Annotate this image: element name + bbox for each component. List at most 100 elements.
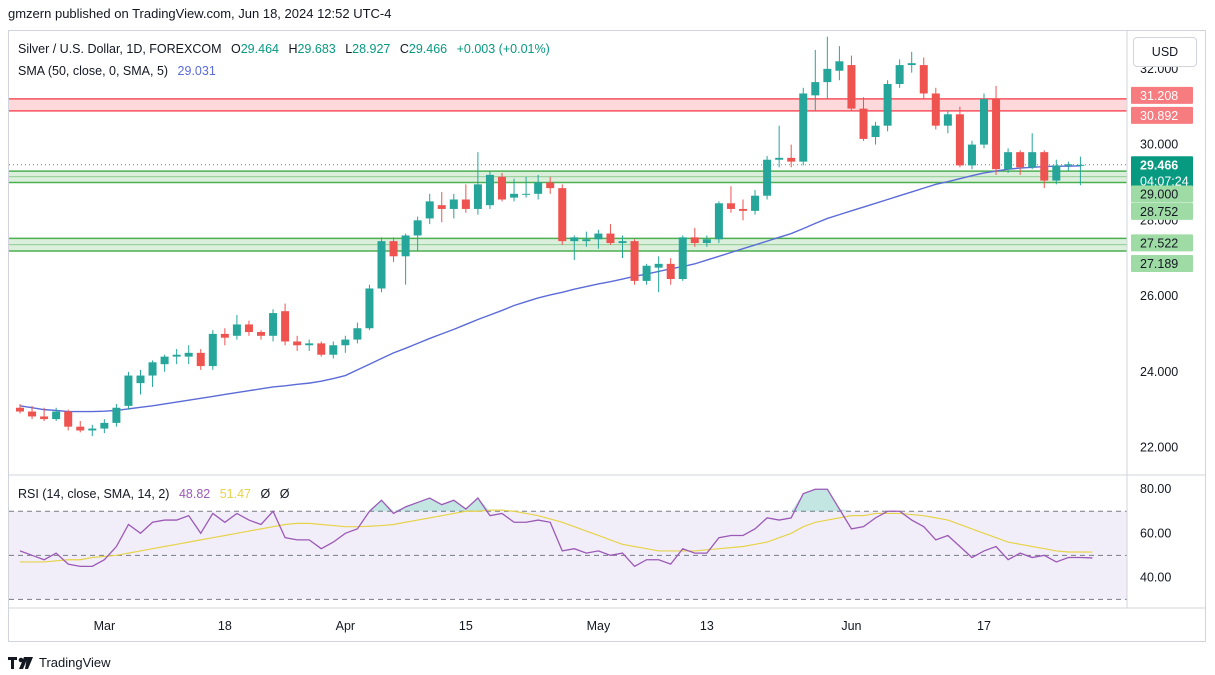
price-tag-label: 30.892 [1140,109,1178,123]
candle-body [148,362,157,376]
price-axis-layer[interactable]: 22.00024.00026.00028.00030.00032.00040.0… [1131,62,1193,584]
candle [931,87,940,130]
candle [943,110,952,134]
candle-body [955,114,964,166]
candle [244,320,253,336]
price-tag-resistance: 30.892 [1131,106,1193,124]
candle-body [365,288,374,329]
time-tick-label: 17 [977,619,991,633]
price-tag-bg [1131,106,1193,124]
candle [618,235,627,259]
candle [799,87,808,166]
candle [160,354,169,372]
time-tick-label: 13 [700,619,714,633]
candle-body [281,311,290,342]
time-tick-label: May [587,619,611,633]
rsi-ma-value: 51.47 [219,487,251,501]
candle-body [739,208,747,211]
price-tag-support: 28.752 [1131,202,1193,220]
candle-body [389,241,398,257]
candle-body [606,233,615,244]
candle-body [799,93,808,162]
candle-body [847,65,856,109]
candle [980,93,988,149]
candle [1052,159,1061,185]
candle [329,341,338,359]
time-axis-layer[interactable]: Mar 18 Apr 15 May 13 Jun 17 [94,619,991,633]
close-value: 29.466 [408,42,448,56]
candle [341,335,350,353]
candle-body [269,313,278,336]
candle-body [232,324,241,336]
candle-body [341,339,350,346]
time-tick-label: Mar [94,619,116,633]
candle [449,193,458,219]
candle [895,59,904,88]
rsi-label: RSI (14, close, SMA, 14, 2) [18,487,170,501]
price-tag-support: 27.522 [1131,234,1193,252]
candle [112,403,121,427]
candle [642,263,651,285]
candle-body [305,343,314,346]
tradingview-logo-icon [8,656,33,669]
candle [992,85,1001,175]
candle-body [883,84,892,126]
rsi-tick-label: 60.00 [1140,526,1171,540]
candle [847,55,856,111]
candle [136,369,145,395]
candle-body [244,324,253,333]
currency-button[interactable]: USD [1133,37,1197,67]
candle [606,224,615,245]
rsi-extra-1: Ø [260,487,271,501]
candle [317,341,326,357]
time-tick-label: 18 [218,619,232,633]
candle-body [787,157,796,162]
price-tag-label: 31.208 [1140,89,1178,103]
rsi-value: 48.82 [178,487,211,501]
candle-body [293,341,302,346]
candle-body [510,193,519,198]
sma-value: 29.031 [177,64,216,78]
candle-body [570,237,579,242]
candle-body [100,422,109,429]
candle-body [690,237,699,244]
rsi-line [19,488,1093,568]
price-tag-bg [1131,234,1193,252]
candle [389,237,398,262]
axis-grid-layer [9,31,1206,609]
candle [582,231,591,247]
candle [654,256,663,293]
candle-body [52,411,61,420]
candle-body [980,99,988,145]
high-value: 29.683 [297,42,336,56]
sma-label: SMA (50, close, 0, SMA, 5) [18,64,169,78]
candle [353,322,362,344]
price-tag-bg [1131,156,1193,191]
sma-line [19,165,1081,413]
candle-body [751,195,760,211]
main-legend: Silver / U.S. Dollar, 1D, FOREXCOM O29.4… [18,42,550,56]
candle [714,201,723,244]
candles-layer[interactable] [16,36,1085,437]
candle-body [895,65,904,85]
candle [305,339,314,351]
candle-body [449,199,458,209]
candle-body [726,203,735,209]
candle [269,309,278,342]
candle-body [498,176,506,200]
candle [811,49,820,111]
candle [184,345,193,365]
tradingview-brand[interactable]: TradingView [8,655,111,670]
candle-body [1016,152,1025,168]
open-label: O [231,42,241,56]
price-tag-countdown: 04:07:24 [1140,174,1189,188]
price-tag-support: 29.000 [1131,185,1193,203]
candle [461,184,470,213]
price-tag-label: 27.189 [1140,257,1178,271]
candle [871,121,880,145]
candle-body [377,241,386,289]
price-tag-bg [1131,202,1193,220]
candle [425,193,434,225]
candle [401,233,410,285]
